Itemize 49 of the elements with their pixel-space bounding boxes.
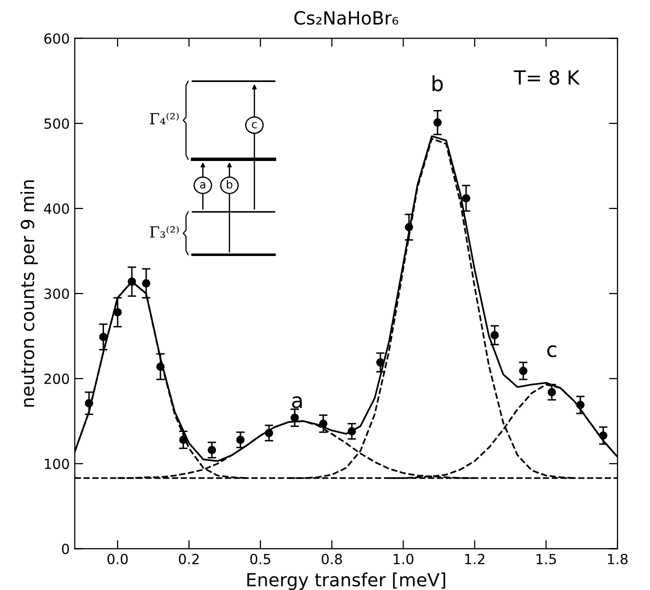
chart-title: Cs₂NaHoBr₆ <box>294 11 398 25</box>
y-tick-label: 300 <box>44 288 69 299</box>
point <box>462 194 470 202</box>
point <box>156 362 165 371</box>
x-tick-label: 0.2 <box>178 554 199 564</box>
x-tick-label: 0.8 <box>322 554 342 564</box>
annotation: a <box>292 396 302 408</box>
annotation: b <box>226 180 232 189</box>
point <box>142 279 150 288</box>
y-tick-label: 0 <box>62 544 69 554</box>
y-axis-title: neutron counts per 9 min <box>20 180 38 407</box>
x-tick-label: 1.2 <box>465 554 484 564</box>
point <box>290 414 299 422</box>
point <box>179 436 188 444</box>
annotation: c <box>252 122 257 128</box>
point <box>99 332 108 342</box>
y-tick-label: 100 <box>44 458 69 470</box>
x-tick-label: 1.8 <box>608 554 628 564</box>
annotation: a <box>200 182 206 189</box>
point <box>113 308 122 316</box>
point <box>576 400 585 410</box>
y-tick-label: 500 <box>44 118 69 129</box>
point <box>236 436 245 444</box>
point <box>599 431 608 440</box>
x-tick-label: 0.0 <box>107 554 128 564</box>
point <box>208 446 216 454</box>
point <box>490 331 499 340</box>
x-axis-title: Energy transfer [meV] <box>247 572 446 590</box>
y-tick-label: 400 <box>44 203 69 214</box>
y-tick-label: 600 <box>44 33 69 44</box>
annotation: Γ₃⁽²⁾ <box>150 226 179 238</box>
x-tick-label: 1.0 <box>394 554 414 564</box>
point <box>404 223 414 232</box>
point <box>548 388 556 396</box>
point <box>519 366 528 376</box>
point <box>433 118 442 127</box>
x-tick-label: 1.5 <box>536 554 556 564</box>
annotation: c <box>547 345 556 358</box>
annotation: T= 8 K <box>514 70 580 85</box>
point <box>319 419 328 428</box>
point <box>376 358 385 367</box>
point <box>348 427 356 436</box>
annotation: Γ₄⁽²⁾ <box>150 112 179 124</box>
annotation: b <box>432 75 443 92</box>
y-tick-label: 200 <box>44 374 69 384</box>
point <box>264 428 274 438</box>
x-tick-label: 0.5 <box>250 554 270 564</box>
point <box>128 277 136 286</box>
point <box>84 399 94 408</box>
